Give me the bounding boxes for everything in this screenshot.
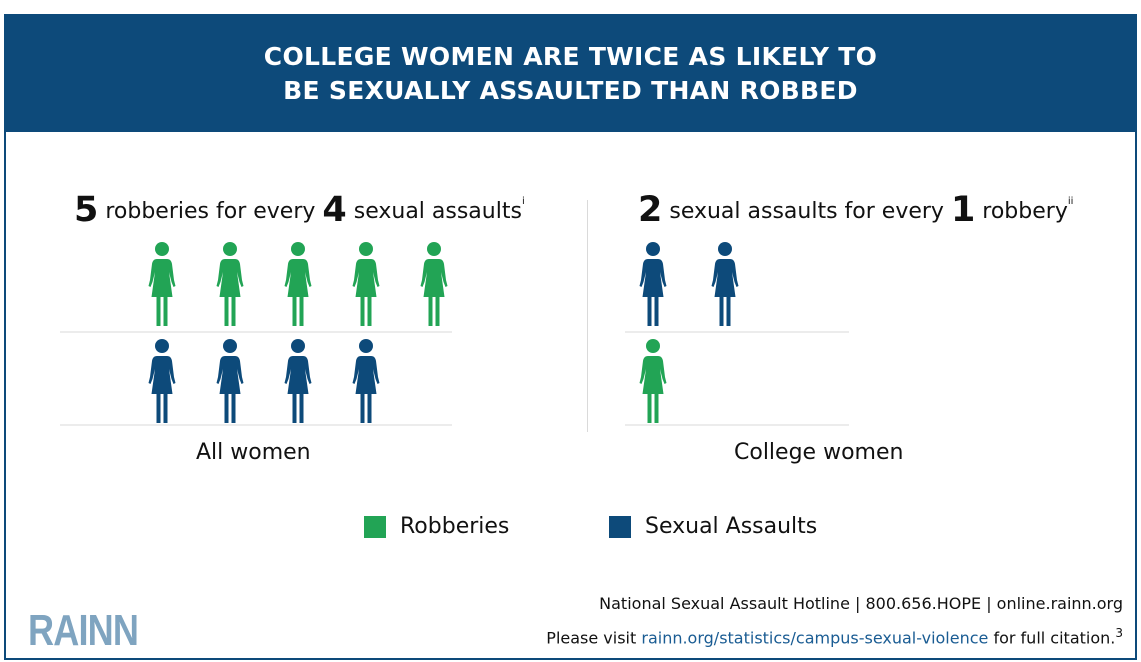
robbery-figure-icon [281,242,315,328]
right-num-assaults: 2 [638,190,663,230]
left-row-line-top [60,331,452,333]
title-line-2: BE SEXUALLY ASSAULTED THAN ROBBED [283,76,858,105]
citation-prefix: Please visit [546,628,642,648]
legend-sexual-assaults: Sexual Assaults [609,514,817,539]
citation-suffix: for full citation. [988,628,1116,648]
title-line-1: COLLEGE WOMEN ARE TWICE AS LIKELY TO [263,42,878,71]
legend-swatch-robberies [364,515,386,538]
right-row-line-bottom [625,424,849,426]
left-footnote: i [521,196,525,207]
sexual-assault-figure-icon [213,339,247,425]
panel-divider [587,200,588,432]
citation-number: 3 [1115,626,1123,640]
sexual-assault-figure-icon [281,339,315,425]
robbery-figure-icon [636,339,670,425]
legend-label-sexual-assaults: Sexual Assaults [645,514,818,539]
infographic-frame: COLLEGE WOMEN ARE TWICE AS LIKELY TO BE … [4,14,1137,660]
sexual-assault-figure-icon [145,339,179,425]
rainn-logo: RAINN [28,606,139,655]
legend-label-robberies: Robberies [400,514,510,539]
left-num-robberies: 5 [74,190,99,230]
robbery-figure-icon [213,242,247,328]
right-headline: 2 sexual assaults for every 1 robberyii [638,190,1073,230]
legend-robberies: Robberies [364,514,509,539]
right-num-robbery: 1 [950,190,976,230]
right-footnote: ii [1067,196,1074,207]
sexual-assault-figure-icon [708,242,742,328]
left-row-line-bottom [60,424,452,426]
left-group-label: All women [196,440,311,465]
hotline-text: National Sexual Assault Hotline | 800.65… [599,594,1123,613]
citation-link[interactable]: rainn.org/statistics/campus-sexual-viole… [641,628,989,648]
citation-text: Please visit rainn.org/statistics/campus… [546,626,1123,647]
sexual-assault-figure-icon [349,339,383,425]
left-num-assaults: 4 [322,190,347,230]
left-headline: 5 robberies for every 4 sexual assaultsi [74,190,525,230]
right-row-line-top [625,331,849,333]
right-text-1: sexual assaults for every [662,199,951,224]
header-banner: COLLEGE WOMEN ARE TWICE AS LIKELY TO BE … [6,16,1135,132]
sexual-assault-figure-icon [636,242,670,328]
right-group-label: College women [734,440,904,465]
robbery-figure-icon [349,242,383,328]
right-text-2: robbery [975,199,1068,224]
robbery-figure-icon [417,242,451,328]
robbery-figure-icon [145,242,179,328]
left-text-1: robberies for every [98,199,323,224]
legend-swatch-sexual-assaults [609,515,631,538]
left-text-2: sexual assaults [346,199,522,224]
